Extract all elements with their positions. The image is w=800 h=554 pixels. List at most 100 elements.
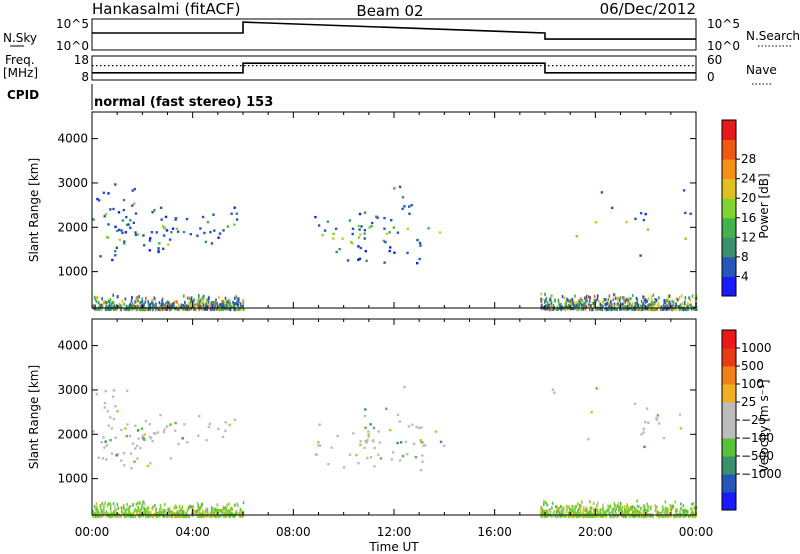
freq-tick-top: 18 bbox=[74, 53, 89, 67]
range-gate-cell-20 bbox=[102, 436, 105, 439]
ground-cell-1273 bbox=[572, 514, 574, 519]
ground-cell-662 bbox=[115, 307, 118, 311]
ground-cell-944 bbox=[559, 505, 562, 509]
ground-cell-1118 bbox=[578, 503, 581, 507]
ground-cell-690 bbox=[151, 301, 153, 305]
ground-cell-670 bbox=[154, 304, 156, 308]
nsky-tick-bottom: 10^0 bbox=[56, 39, 89, 53]
range-gate-cell-128 bbox=[388, 231, 391, 234]
ground-cell-1156 bbox=[540, 511, 542, 515]
range-gate-cell-106 bbox=[355, 453, 358, 457]
ground-cell-951 bbox=[545, 304, 547, 308]
range-gate-cell-96 bbox=[120, 229, 123, 232]
ground-cell-917 bbox=[563, 506, 565, 510]
ground-cell-1197 bbox=[545, 512, 548, 516]
range-gate-cell-116 bbox=[377, 430, 380, 433]
colorbar-tick-label-6: 28 bbox=[741, 152, 756, 166]
ground-cell-260 bbox=[236, 502, 238, 506]
ground-cell-1180 bbox=[617, 501, 620, 505]
ground-cell-1099 bbox=[601, 514, 603, 518]
ground-cell-218 bbox=[213, 307, 216, 312]
ground-cell-961 bbox=[570, 301, 573, 305]
range-gate-cell-103 bbox=[369, 456, 373, 459]
ground-cell-1184 bbox=[545, 299, 547, 303]
ground-cell-439 bbox=[196, 509, 198, 513]
ground-cell-1233 bbox=[642, 509, 645, 513]
colorbar-frame bbox=[721, 119, 737, 297]
ground-cell-568 bbox=[208, 296, 210, 301]
ground-cell-824 bbox=[588, 299, 591, 303]
ground-cell-872 bbox=[590, 304, 592, 308]
ground-cell-645 bbox=[172, 301, 175, 305]
range-gate-cell-29 bbox=[100, 441, 103, 444]
ground-cell-908 bbox=[682, 504, 685, 508]
ground-cell-1154 bbox=[668, 302, 671, 306]
ground-cell-1012 bbox=[615, 303, 618, 307]
ground-cell-1238 bbox=[577, 303, 580, 307]
ground-cell-672 bbox=[152, 302, 155, 307]
range-gate-cell-136 bbox=[423, 444, 427, 447]
ground-cell-859 bbox=[582, 505, 585, 509]
ground-cell-792 bbox=[621, 296, 624, 300]
colorbar-segment-9 bbox=[722, 330, 736, 349]
ground-cell-441 bbox=[93, 504, 96, 509]
ground-cell-750 bbox=[632, 293, 634, 298]
ground-cell-1069 bbox=[687, 302, 689, 306]
nsearch-tick-top: 10^5 bbox=[707, 17, 740, 31]
date-title: 06/Dec/2012 bbox=[600, 0, 696, 18]
ground-cell-589 bbox=[147, 506, 150, 510]
range-gate-cell-92 bbox=[363, 446, 366, 449]
ground-cell-1146 bbox=[557, 507, 559, 511]
range-gate-cell-8 bbox=[126, 223, 129, 227]
ground-cell-745 bbox=[552, 512, 554, 516]
ground-cell-1250 bbox=[574, 511, 576, 515]
ground-cell-1129 bbox=[626, 307, 629, 311]
ground-cell-701 bbox=[173, 305, 175, 309]
ground-cell-1258 bbox=[541, 511, 544, 516]
ground-cell-1230 bbox=[574, 294, 576, 298]
range-gate-cell-155 bbox=[422, 444, 425, 447]
range-gate-cell-40 bbox=[131, 442, 135, 445]
ground-cell-1069 bbox=[560, 506, 563, 510]
range-gate-cell-93 bbox=[117, 228, 121, 231]
velocity-yticks: 1000 2000 3000 4000 bbox=[57, 319, 697, 515]
ground-cell-959 bbox=[667, 508, 670, 512]
ground-cell-695 bbox=[143, 507, 146, 511]
range-gate-cell-153 bbox=[359, 233, 362, 236]
ground-cell-1152 bbox=[638, 307, 640, 311]
range-gate-cell-10 bbox=[96, 197, 99, 201]
range-gate-cell-115 bbox=[357, 236, 361, 239]
ground-cell-1011 bbox=[614, 509, 617, 513]
ground-cell-517 bbox=[239, 509, 242, 513]
ground-cell-1025 bbox=[626, 503, 628, 507]
ground-cell-512 bbox=[222, 505, 225, 509]
ground-cell-657 bbox=[178, 509, 181, 513]
range-gate-cell-143 bbox=[398, 459, 402, 462]
range-gate-cell-118 bbox=[350, 240, 353, 244]
range-gate-cell-21 bbox=[102, 191, 105, 194]
range-gate-cell-22 bbox=[92, 218, 95, 221]
range-gate-cell-178 bbox=[575, 235, 578, 238]
range-gate-cell-174 bbox=[682, 189, 686, 192]
range-gate-cell-6 bbox=[112, 389, 116, 392]
ground-cell-1068 bbox=[671, 299, 674, 303]
ground-cell-1186 bbox=[588, 514, 590, 518]
ground-cell-1089 bbox=[636, 301, 639, 305]
ground-cell-985 bbox=[565, 300, 567, 304]
ground-cell-214 bbox=[236, 297, 239, 301]
nsky-label: N.Sky bbox=[3, 31, 37, 45]
ground-cell-473 bbox=[235, 295, 238, 299]
ground-cell-679 bbox=[229, 302, 232, 306]
ground-cell-824 bbox=[627, 512, 629, 516]
ground-cell-993 bbox=[542, 509, 545, 513]
ground-cell-805 bbox=[584, 298, 587, 302]
range-gate-cell-53 bbox=[105, 235, 109, 239]
colorbar-tick-label-3: 25 bbox=[741, 395, 756, 409]
ground-cell-1174 bbox=[694, 514, 697, 519]
ground-cell-525 bbox=[129, 514, 131, 518]
ground-cell-1231 bbox=[633, 514, 635, 518]
ground-cell-632 bbox=[145, 508, 147, 512]
velocity-panel: 1000 2000 3000 4000 Slant Range [km] bbox=[27, 318, 698, 519]
range-gate-cell-79 bbox=[182, 230, 186, 234]
range-gate-cell-67 bbox=[148, 239, 152, 242]
